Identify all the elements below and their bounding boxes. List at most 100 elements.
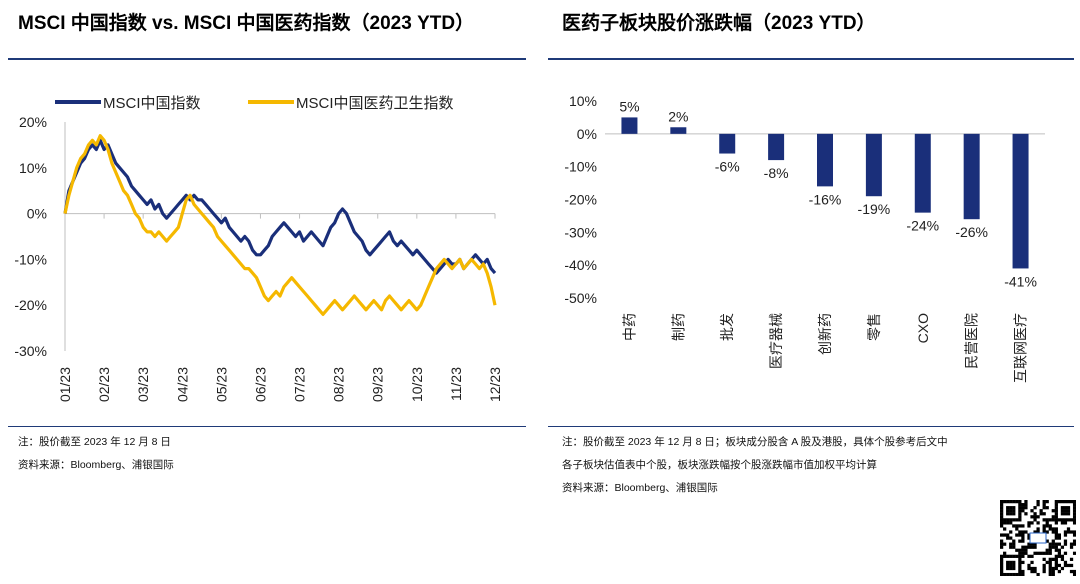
qr-module <box>1018 572 1022 576</box>
qr-module <box>1063 563 1068 568</box>
qr-module <box>1000 542 1004 546</box>
qr-module <box>1012 500 1016 504</box>
x-tick-label: 02/23 <box>96 367 112 402</box>
qr-module <box>1003 551 1007 555</box>
qr-module <box>1045 539 1049 543</box>
qr-module <box>1045 518 1049 522</box>
qr-module <box>1009 506 1013 510</box>
x-tick-label: CXO <box>915 313 931 343</box>
qr-module <box>1060 506 1065 510</box>
qr-module <box>1039 551 1043 555</box>
qr-module <box>1057 569 1061 574</box>
qr-module <box>1021 551 1025 555</box>
qr-module <box>1000 572 1004 576</box>
bar-0 <box>621 117 638 134</box>
qr-module <box>1018 533 1022 537</box>
qr-module <box>1051 557 1055 561</box>
qr-module <box>1054 560 1058 565</box>
qr-module <box>1054 506 1058 510</box>
qr-module <box>1057 500 1061 504</box>
qr-module <box>1069 500 1074 504</box>
y-tick-label: -20% <box>564 192 597 208</box>
qr-module <box>1051 545 1055 549</box>
qr-module <box>1051 539 1055 543</box>
qr-module <box>1054 542 1058 546</box>
qr-module <box>1045 521 1049 525</box>
qr-module <box>1003 527 1007 531</box>
qr-module <box>1051 518 1055 522</box>
qr-module <box>1036 515 1040 519</box>
y-tick-label: 0% <box>27 206 47 222</box>
qr-module <box>1045 524 1049 528</box>
qr-module <box>1003 542 1007 546</box>
left-note: 注：股价截至 2023 年 12 月 8 日 <box>18 436 171 448</box>
qr-module <box>1027 542 1031 546</box>
qr-module <box>1063 542 1068 546</box>
y-tick-label: -10% <box>14 251 47 267</box>
qr-module <box>1057 551 1061 555</box>
qr-module <box>1063 560 1068 565</box>
qr-module <box>1000 554 1004 558</box>
qr-module <box>1048 563 1052 568</box>
qr-module <box>1000 512 1004 516</box>
qr-module <box>1003 533 1007 537</box>
line-chart: 01/23 02/23 03/23 04/23 05/23 06/23 07/23 08/23… <box>14 95 503 402</box>
qr-module <box>1072 572 1076 576</box>
qr-module <box>1051 530 1055 534</box>
qr-module <box>1051 509 1055 513</box>
bar-data-label: -19% <box>858 201 891 217</box>
qr-module <box>1018 551 1022 555</box>
qr-module <box>1000 533 1004 537</box>
qr-module <box>1009 572 1013 576</box>
qr-module <box>1033 530 1037 534</box>
qr-module <box>1009 518 1013 522</box>
qr-module <box>1054 533 1058 537</box>
qr-module <box>1021 503 1025 507</box>
qr-module <box>1021 545 1025 549</box>
qr-module <box>1057 554 1061 558</box>
x-tick-label: 批发 <box>719 313 735 341</box>
qr-module <box>1006 518 1010 522</box>
qr-module <box>1018 503 1022 507</box>
y-tick-label: 10% <box>569 93 597 109</box>
qr-module <box>1012 542 1016 546</box>
qr-module <box>1069 569 1074 574</box>
qr-module <box>1057 563 1061 568</box>
qr-module <box>1030 521 1034 525</box>
qr-module <box>1012 512 1016 516</box>
qr-module <box>1024 530 1028 534</box>
qr-module <box>1030 515 1034 519</box>
qr-module <box>1003 572 1007 576</box>
x-tick-label: 民营医院 <box>964 313 980 369</box>
qr-module <box>1048 548 1052 552</box>
x-tick-label: 12/23 <box>487 367 503 402</box>
qr-module <box>1060 509 1065 513</box>
qr-module <box>1000 509 1004 513</box>
qr-module <box>1024 545 1028 549</box>
qr-module <box>1000 566 1004 571</box>
qr-module <box>1000 506 1004 510</box>
qr-module <box>1021 560 1025 565</box>
qr-module <box>1054 518 1058 522</box>
qr-module <box>1027 566 1031 571</box>
qr-module <box>1054 548 1058 552</box>
qr-module <box>1051 569 1055 574</box>
legend-label: MSCI中国指数 <box>103 95 201 112</box>
qr-module <box>1018 518 1022 522</box>
bar-3 <box>768 133 785 161</box>
qr-module <box>1072 503 1076 507</box>
qr-module <box>1036 551 1040 555</box>
qr-module <box>1021 536 1025 540</box>
qr-module <box>1027 533 1031 537</box>
qr-module <box>1051 527 1055 531</box>
qr-module <box>1066 509 1071 513</box>
y-tick-label: 10% <box>19 160 47 176</box>
bar-chart: 10% 0% -10% -20% -30% -40% -50% 5% 中药 2% 制药 -6% 批发 -8… <box>564 93 1045 383</box>
qr-module <box>1054 566 1058 571</box>
qr-module <box>1060 521 1065 525</box>
qr-module <box>1000 563 1004 568</box>
right-note-line1: 注：股价截至 2023 年 12 月 8 日；板块成分股含 A 股及港股，具体个… <box>562 436 948 448</box>
qr-module <box>1057 548 1061 552</box>
qr-module <box>1072 506 1076 510</box>
qr-module <box>1000 521 1004 525</box>
